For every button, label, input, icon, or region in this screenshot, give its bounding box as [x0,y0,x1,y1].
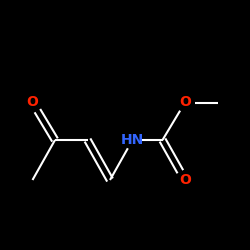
Text: O: O [179,96,191,110]
Text: HN: HN [121,133,144,147]
Text: O: O [26,96,38,110]
Text: O: O [179,173,191,187]
